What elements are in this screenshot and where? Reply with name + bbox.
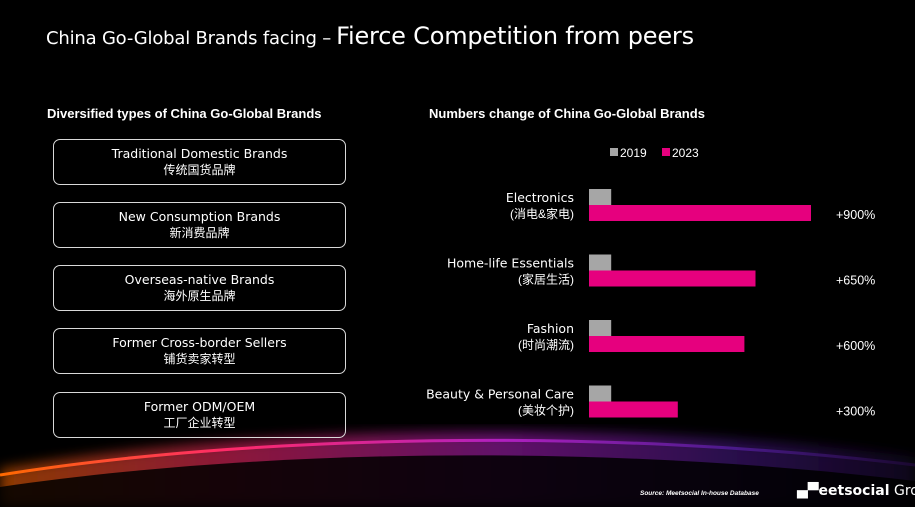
brand-type-box: Traditional Domestic Brands 传统国货品牌 bbox=[53, 139, 346, 185]
title-prefix: China Go-Global Brands facing – bbox=[46, 28, 332, 49]
brand-type-en: Former Cross-border Sellers bbox=[112, 335, 287, 350]
category-label-zh: (美妆个护) bbox=[518, 404, 574, 418]
brand-type-box: Overseas-native Brands 海外原生品牌 bbox=[53, 265, 346, 311]
category-label: Electronics bbox=[506, 190, 574, 205]
company-logo: ▄▀eetsocial Group bbox=[797, 483, 915, 499]
title-main: Fierce Competition from peers bbox=[336, 22, 694, 50]
bar-2023 bbox=[589, 401, 678, 418]
brand-type-en: New Consumption Brands bbox=[118, 209, 281, 224]
category-label-zh: (家居生活) bbox=[518, 272, 574, 287]
bar-2019 bbox=[589, 320, 612, 336]
category-label-zh: (消电&家电) bbox=[510, 206, 574, 221]
category-label: Beauty & Personal Care bbox=[426, 387, 574, 402]
bar-2019 bbox=[589, 385, 612, 402]
brand-type-zh: 铺货卖家转型 bbox=[163, 352, 236, 366]
brand-type-box: Former Cross-border Sellers 铺货卖家转型 bbox=[53, 328, 346, 374]
brand-type-box: New Consumption Brands 新消费品牌 bbox=[53, 202, 346, 248]
legend-label: 2019 bbox=[620, 146, 647, 160]
logo-mark: ▄▀eetsocial bbox=[797, 483, 890, 499]
logo-text: Group bbox=[893, 483, 915, 499]
brand-type-zh: 工厂企业转型 bbox=[163, 416, 236, 430]
bar-2019 bbox=[589, 254, 612, 271]
legend-label: 2023 bbox=[672, 146, 699, 160]
brand-type-box: Former ODM/OEM 工厂企业转型 bbox=[53, 392, 346, 438]
legend-swatch bbox=[662, 148, 670, 156]
bar-2023 bbox=[589, 205, 811, 221]
source-note: Source: Meetsocial In-house Database bbox=[640, 490, 759, 497]
brand-type-en: Traditional Domestic Brands bbox=[111, 146, 288, 161]
brand-type-en: Former ODM/OEM bbox=[143, 399, 256, 414]
brand-type-zh: 传统国货品牌 bbox=[163, 163, 236, 177]
chart-heading: Numbers change of China Go-Global Brands bbox=[429, 106, 705, 121]
brand-types-heading: Diversified types of China Go-Global Bra… bbox=[47, 106, 322, 121]
bar-2023 bbox=[589, 270, 756, 287]
category-label: Fashion bbox=[527, 321, 574, 336]
brand-type-zh: 新消费品牌 bbox=[169, 226, 230, 240]
legend-swatch bbox=[610, 148, 618, 156]
growth-annotation: +900% bbox=[836, 208, 875, 222]
growth-annotation: +300% bbox=[836, 405, 875, 419]
page-title: China Go-Global Brands facing – Fierce C… bbox=[46, 22, 694, 50]
bar-2019 bbox=[589, 189, 612, 205]
growth-annotation: +650% bbox=[836, 274, 875, 288]
brand-type-zh: 海外原生品牌 bbox=[163, 289, 236, 303]
brand-type-en: Overseas-native Brands bbox=[124, 272, 275, 287]
category-label-zh: (时尚潮流) bbox=[518, 337, 574, 352]
category-label: Home-life Essentials bbox=[447, 256, 574, 271]
growth-annotation: +600% bbox=[836, 339, 875, 353]
bar-2023 bbox=[589, 336, 745, 352]
